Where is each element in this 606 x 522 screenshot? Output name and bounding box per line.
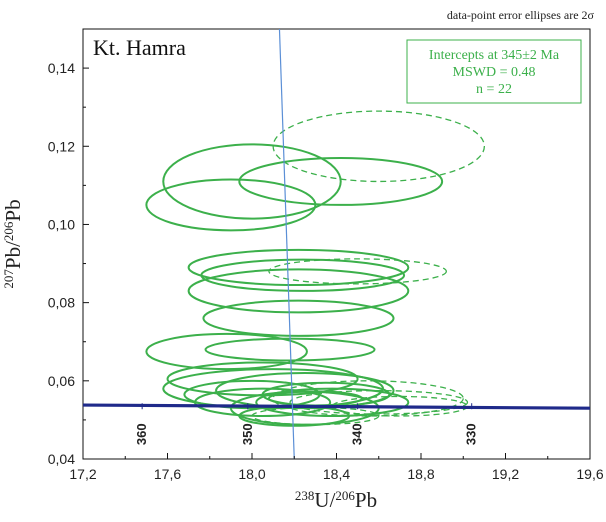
concordia-age-label: 360 <box>134 423 149 445</box>
x-tick-label: 19,2 <box>492 466 519 482</box>
error-ellipse-7 <box>268 258 447 285</box>
error-ellipse-4 <box>272 110 486 183</box>
x-title-sup1: 238 <box>295 488 315 503</box>
y-tick-label: 0,10 <box>48 216 75 232</box>
y-tick-label: 0,04 <box>48 451 75 467</box>
x-title-main: U/ <box>314 488 335 512</box>
x-tick-label: 19,6 <box>576 466 603 482</box>
concordia-age-labels: 360 350 340 330 <box>134 403 479 445</box>
error-ellipse-8 <box>187 268 410 314</box>
concordia-curve <box>82 403 591 410</box>
error-ellipse-5 <box>187 248 410 287</box>
y-tick-label: 0,06 <box>48 373 75 389</box>
lines-layer <box>82 28 591 460</box>
concordia-age-label: 350 <box>240 423 255 445</box>
error-ellipse-19 <box>255 387 410 417</box>
y-title-sup1: 207 <box>1 269 16 289</box>
x-axis-title: 238U/206Pb <box>295 488 377 513</box>
error-ellipse-23 <box>289 389 469 415</box>
n-line: n = 22 <box>476 82 512 97</box>
intercept-line: Intercepts at 345±2 Ma <box>429 48 560 63</box>
concordia-age-label: 340 <box>350 423 365 445</box>
y-title-sup2: 206 <box>1 221 16 241</box>
error-ellipses <box>145 110 486 427</box>
y-title-end: Pb <box>1 199 25 221</box>
y-tick-label: 0,14 <box>48 60 75 76</box>
regression-line <box>278 28 295 460</box>
y-axis-title: 207Pb/206Pb <box>1 199 26 288</box>
error-ellipse-2 <box>145 178 317 232</box>
concordia-age-label: 330 <box>464 423 479 445</box>
error-ellipse-9 <box>202 299 395 337</box>
plot-frame <box>82 28 591 460</box>
error-ellipse-6 <box>200 258 406 292</box>
error-ellipse-1 <box>162 143 342 220</box>
y-tick-label: 0,08 <box>48 295 75 311</box>
error-ellipse-22 <box>272 380 464 417</box>
error-ellipse-10 <box>145 332 308 371</box>
x-axis-ticks: 17,2 17,6 18,0 18,4 18,8 19,2 19,6 <box>69 453 604 482</box>
x-tick-label: 17,2 <box>69 466 96 482</box>
error-ellipse-3 <box>238 157 444 206</box>
x-tick-label: 18,4 <box>323 466 350 482</box>
panel-title: Kt. Hamra <box>93 35 186 60</box>
mswd-line: MSWD = 0.48 <box>453 65 536 80</box>
y-tick-label: 0,12 <box>48 138 75 154</box>
y-title-main: Pb/ <box>1 241 25 269</box>
x-title-sup2: 206 <box>335 488 355 503</box>
error-ellipse-17 <box>193 387 332 417</box>
error-note: data-point error ellipses are 2σ <box>447 8 595 22</box>
intercept-box <box>406 39 582 104</box>
x-title-end: Pb <box>355 488 377 512</box>
y-axis-ticks: 0,04 0,06 0,08 0,10 0,12 0,14 <box>48 60 89 467</box>
x-tick-label: 18,0 <box>238 466 265 482</box>
x-tick-label: 18,8 <box>407 466 434 482</box>
x-tick-label: 17,6 <box>154 466 181 482</box>
